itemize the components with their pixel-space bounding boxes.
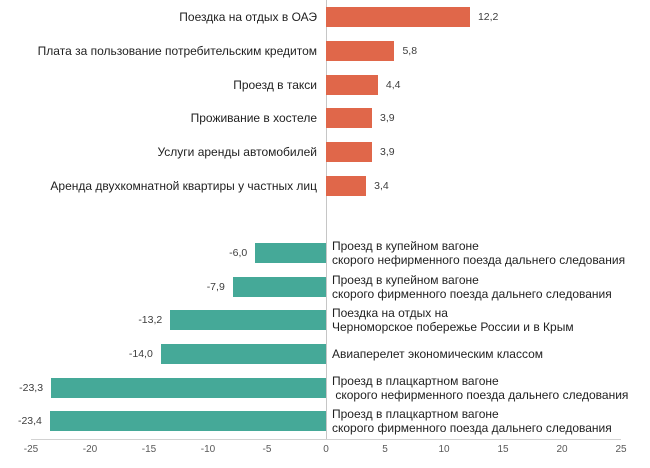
value-label: 3,4	[374, 179, 389, 192]
category-label: Плата за пользование потребительским кре…	[38, 44, 317, 58]
category-label-line: Поездка на отдых в ОАЭ	[179, 10, 317, 25]
zero-axis-line	[326, 0, 327, 439]
bar	[326, 108, 373, 129]
bar	[326, 142, 373, 162]
value-label: 12,2	[477, 11, 499, 24]
category-label: Поездка на отдых на Черноморское побережь…	[332, 306, 574, 334]
category-label-line: скорого нефирменного поезда дальнего сле…	[332, 387, 629, 402]
value-label: -23,4	[17, 415, 42, 428]
category-label-line: Авиаперелет экономическим классом	[332, 346, 544, 361]
category-label-line: скорого фирменного поезда дальнего следо…	[332, 421, 612, 436]
value-label: 5,8	[402, 45, 418, 58]
bar	[51, 377, 326, 398]
bar	[326, 74, 378, 95]
value-label: 3,9	[380, 146, 395, 158]
category-label: Проезд в купейном вагоне скорого нефирмен…	[332, 239, 625, 267]
category-label: Авиаперелет экономическим классом	[332, 347, 543, 361]
bar	[326, 41, 395, 62]
value-label: -13,2	[138, 314, 163, 327]
x-tick-label: 25	[615, 444, 627, 455]
value-label: -23,3	[19, 381, 44, 394]
bar	[326, 175, 367, 196]
category-label: Аренда двухкомнатной квартиры у частных …	[50, 179, 317, 193]
category-label-line: Аренда двухкомнатной квартиры у частных …	[50, 178, 317, 193]
category-label-line: скорого нефирменного поезда дальнего сле…	[332, 252, 626, 267]
category-label-line: Проезд в такси	[233, 77, 317, 92]
value-label: 3,9	[380, 112, 395, 125]
category-label: Проезд в купейном вагоне скорого фирменно…	[332, 273, 612, 301]
value-label: -7,9	[206, 280, 225, 293]
value-label: 4,4	[385, 78, 401, 91]
category-label-line: Проезд в плацкартном вагоне	[332, 407, 499, 422]
value-label: -6,0	[229, 246, 248, 259]
value-label: -14,0	[128, 347, 153, 360]
x-tick-label: 15	[497, 444, 509, 455]
category-label-line: скорого фирменного поезда дальнего следо…	[332, 286, 612, 301]
category-label-line: Проживание в хостеле	[190, 111, 317, 126]
bar	[255, 242, 326, 263]
bar	[326, 7, 470, 28]
x-axis-line	[31, 439, 621, 440]
category-label: Проживание в хостеле	[191, 111, 317, 125]
category-label: Поездка на отдых в ОАЭ	[179, 10, 317, 24]
bar	[170, 310, 326, 331]
category-label-line: Проезд в плацкартном вагоне	[332, 373, 499, 388]
category-label-line: Плата за пользование потребительским кре…	[37, 44, 317, 59]
x-tick-label: 5	[382, 444, 388, 455]
category-label-line: Проезд в купейном вагоне	[332, 272, 479, 287]
x-tick-label: 0	[323, 444, 329, 455]
bar	[49, 411, 326, 432]
category-label: Проезд в такси	[233, 78, 317, 92]
category-label: Проезд в плацкартном вагоне скорого нефи…	[332, 374, 628, 402]
x-tick-label: 10	[438, 444, 450, 455]
x-tick-label: -25	[23, 444, 39, 455]
category-label-line: Услуги аренды автомобилей	[157, 145, 317, 159]
x-tick-label: -20	[82, 444, 98, 455]
x-tick-label: -5	[262, 444, 272, 455]
category-label: Проезд в плацкартном вагоне скорого фирме…	[332, 407, 612, 435]
x-tick-label: -15	[141, 444, 157, 455]
bar	[160, 343, 326, 364]
bar	[232, 276, 326, 297]
category-label-line: Черноморское побережье России и в Крым	[332, 320, 574, 335]
category-label-line: Поездка на отдых на	[332, 306, 448, 321]
category-label-line: Проезд в купейном вагоне	[332, 238, 479, 253]
x-tick-label: 20	[556, 444, 568, 455]
category-label: Услуги аренды автомобилей	[157, 145, 317, 159]
x-tick-label: -10	[200, 444, 216, 455]
